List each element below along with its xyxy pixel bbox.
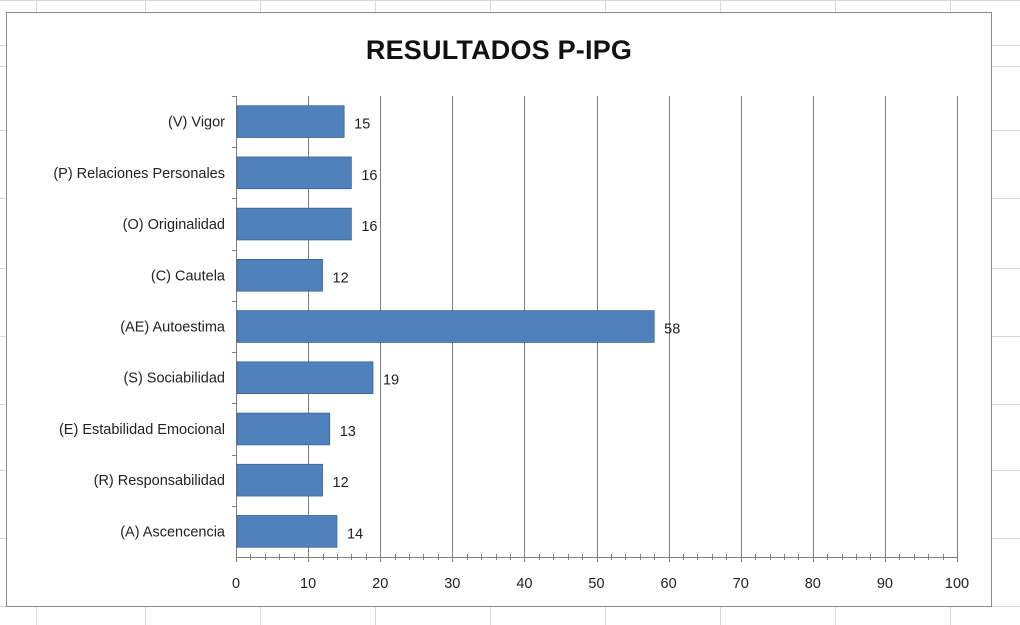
data-label: 16 xyxy=(361,219,377,235)
x-tick-label: 90 xyxy=(877,576,893,592)
category-label: (E) Estabilidad Emocional xyxy=(59,422,225,438)
x-tick-label: 50 xyxy=(588,576,604,592)
bar[interactable] xyxy=(236,310,655,343)
x-tick-label: 10 xyxy=(300,576,316,592)
data-label: 16 xyxy=(361,168,377,184)
x-tick-label: 100 xyxy=(945,576,969,592)
category-label: (R) Responsabilidad xyxy=(94,473,225,489)
x-tick-label: 30 xyxy=(444,576,460,592)
data-label: 14 xyxy=(347,526,363,542)
x-tick-label: 60 xyxy=(661,576,677,592)
category-label: (AE) Autoestima xyxy=(120,320,226,336)
x-tick-label: 80 xyxy=(805,576,821,592)
bar[interactable] xyxy=(236,515,338,548)
category-label: (V) Vigor xyxy=(168,115,225,131)
bar[interactable] xyxy=(236,105,345,138)
bar[interactable] xyxy=(236,258,323,292)
bar[interactable] xyxy=(236,156,352,190)
data-label: 12 xyxy=(333,475,349,491)
bar[interactable] xyxy=(236,463,323,497)
data-label: 19 xyxy=(383,373,399,389)
bar[interactable] xyxy=(236,207,352,241)
category-label: (C) Cautela xyxy=(151,268,226,284)
data-label: 12 xyxy=(333,270,349,286)
chart-area[interactable]: RESULTADOS P-IPG 0 10 20 30 40 50 60 70 80 90 100 (… xyxy=(6,12,992,607)
data-label: 13 xyxy=(340,424,356,440)
category-label: (A) Ascencencia xyxy=(120,524,226,540)
data-label: 15 xyxy=(354,117,370,133)
x-tick-label: 20 xyxy=(372,576,388,592)
x-tick-label: 0 xyxy=(232,576,240,592)
bar[interactable] xyxy=(236,361,374,395)
x-tick-label: 70 xyxy=(733,576,749,592)
x-tick-label: 40 xyxy=(516,576,532,592)
category-label: (S) Sociabilidad xyxy=(123,371,225,387)
category-label: (O) Originalidad xyxy=(123,217,225,233)
data-label: 58 xyxy=(664,322,680,338)
chart-title: RESULTADOS P-IPG xyxy=(365,35,633,65)
category-label: (P) Relaciones Personales xyxy=(53,166,225,182)
bar[interactable] xyxy=(236,412,331,446)
plot-area: 0 10 20 30 40 50 60 70 80 90 100 (V) Vigor 15 (P) Rel… xyxy=(53,96,969,592)
